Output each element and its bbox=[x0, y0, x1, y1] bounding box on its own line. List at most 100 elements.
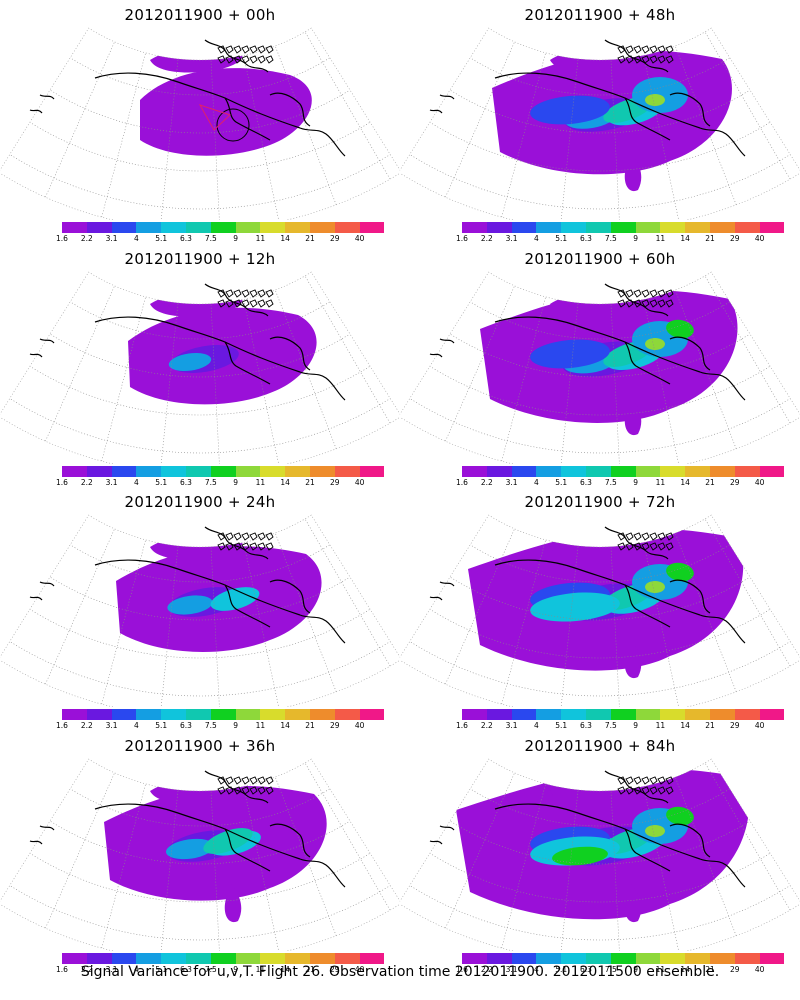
variance-contour bbox=[168, 353, 212, 371]
arctic-island bbox=[649, 299, 658, 308]
latitude-gridline bbox=[0, 147, 400, 210]
colorbar-label: 4 bbox=[534, 478, 539, 487]
colorbar-label: 5.1 bbox=[155, 965, 168, 974]
variance-field bbox=[456, 768, 750, 923]
arctic-island bbox=[625, 776, 634, 785]
panel-title: 2012011900 + 48h bbox=[524, 6, 676, 24]
arctic-island bbox=[665, 532, 674, 541]
colorbar-swatch bbox=[685, 222, 710, 233]
colorbar-label: 29 bbox=[330, 234, 340, 243]
arctic-island bbox=[257, 542, 266, 551]
variance-map bbox=[0, 271, 400, 464]
colorbar-swatch bbox=[610, 466, 636, 477]
coastline bbox=[94, 72, 301, 129]
coastline bbox=[669, 336, 711, 371]
arctic-island bbox=[225, 542, 234, 551]
colorbar-swatch bbox=[185, 709, 211, 720]
arctic-island bbox=[265, 299, 274, 308]
variance-contour bbox=[530, 339, 610, 369]
colorbar-swatch bbox=[685, 953, 710, 964]
variance-region bbox=[624, 394, 642, 436]
meridian-gridline bbox=[441, 272, 523, 449]
coastline bbox=[224, 584, 271, 628]
colorbar-label: 2.2 bbox=[480, 721, 493, 730]
colorbar-labels: 1.6 2.2 3.1 4 5.1 6.3 7.5 9 11 14 21 29 40 bbox=[56, 478, 364, 488]
colorbar-swatch bbox=[62, 709, 87, 720]
variance-contour bbox=[167, 595, 213, 615]
meridian-gridline bbox=[41, 515, 123, 692]
colorbar-swatch bbox=[359, 466, 385, 477]
coastline bbox=[29, 338, 55, 358]
colorbar-label: 21 bbox=[305, 965, 315, 974]
colorbar-label: 4 bbox=[534, 965, 539, 974]
colorbar-swatch bbox=[285, 709, 310, 720]
colorbar-label: 9 bbox=[633, 234, 638, 243]
colorbar-label: 4 bbox=[534, 721, 539, 730]
colorbar-label: 7.5 bbox=[604, 234, 617, 243]
panel-title: 2012011900 + 72h bbox=[524, 493, 676, 511]
colorbar-label: 11 bbox=[655, 234, 666, 243]
latitude-gridline bbox=[400, 634, 800, 697]
colorbar-label: 1.6 bbox=[456, 721, 468, 730]
arctic-island bbox=[241, 532, 250, 541]
latitude-gridline bbox=[420, 846, 780, 903]
colorbar-swatch bbox=[161, 222, 186, 233]
arctic-island bbox=[641, 786, 650, 795]
arctic-island bbox=[217, 55, 226, 64]
colorbar-swatch bbox=[511, 709, 537, 720]
arctic-island bbox=[249, 542, 258, 551]
arctic-island bbox=[265, 45, 274, 54]
variance-contour bbox=[645, 94, 665, 106]
arctic-island bbox=[649, 55, 658, 64]
meridian-gridline bbox=[639, 35, 681, 220]
arctic-island bbox=[657, 289, 666, 298]
arctic-island bbox=[633, 299, 642, 308]
colorbar-swatch bbox=[210, 466, 236, 477]
arctic-island bbox=[257, 299, 266, 308]
colorbar-swatch bbox=[86, 466, 112, 477]
arctic-island bbox=[665, 776, 674, 785]
arctic-island bbox=[225, 45, 234, 54]
meridian-gridline bbox=[209, 770, 221, 951]
arctic-island bbox=[265, 542, 274, 551]
colorbar-label: 11 bbox=[255, 478, 266, 487]
colorbar-label: 7.5 bbox=[604, 721, 617, 730]
colorbar-label: 6.3 bbox=[180, 478, 192, 487]
colorbar-swatch bbox=[334, 466, 360, 477]
meridian-gridline bbox=[209, 526, 221, 707]
coastline bbox=[669, 92, 711, 127]
arctic-island bbox=[217, 299, 226, 308]
colorbar-swatch bbox=[585, 466, 611, 477]
colorbar-swatch bbox=[734, 709, 760, 720]
arctic-island bbox=[233, 45, 242, 54]
meridian-gridline bbox=[41, 272, 123, 449]
meridian-gridline bbox=[609, 283, 621, 464]
colorbar-swatch bbox=[685, 709, 710, 720]
colorbar-label: 29 bbox=[730, 721, 740, 730]
panel-title: 2012011900 + 36h bbox=[124, 737, 276, 755]
colorbar-swatch bbox=[111, 709, 137, 720]
colorbar-label: 11 bbox=[255, 234, 266, 243]
colorbar-label: 6.3 bbox=[180, 965, 192, 974]
colorbar-label: 29 bbox=[330, 965, 340, 974]
colorbar-swatch bbox=[536, 953, 562, 964]
colorbar-swatch bbox=[285, 466, 310, 477]
variance-region bbox=[624, 150, 642, 192]
colorbar-swatch bbox=[660, 709, 686, 720]
variance-contour bbox=[203, 828, 253, 854]
colorbar-label: 14 bbox=[280, 234, 290, 243]
forecast-panel: 2012011900 + 72h 1.6 2.2 3.1 4 5.1 6.3 7.5 9 11 14… bbox=[400, 487, 800, 732]
colorbar-label: 14 bbox=[280, 478, 290, 487]
colorbar-label: 4 bbox=[134, 478, 139, 487]
arctic-island bbox=[617, 532, 626, 541]
colorbar-swatch bbox=[86, 222, 112, 233]
colorbar-swatch bbox=[235, 953, 261, 964]
colorbar-label: 29 bbox=[330, 478, 340, 487]
coastline bbox=[494, 803, 701, 860]
colorbar-swatch bbox=[86, 709, 112, 720]
arctic-island bbox=[233, 776, 242, 785]
arctic-island bbox=[617, 299, 626, 308]
colorbar-swatch bbox=[111, 466, 137, 477]
arctic-island bbox=[641, 299, 650, 308]
latitude-gridline bbox=[0, 391, 400, 454]
